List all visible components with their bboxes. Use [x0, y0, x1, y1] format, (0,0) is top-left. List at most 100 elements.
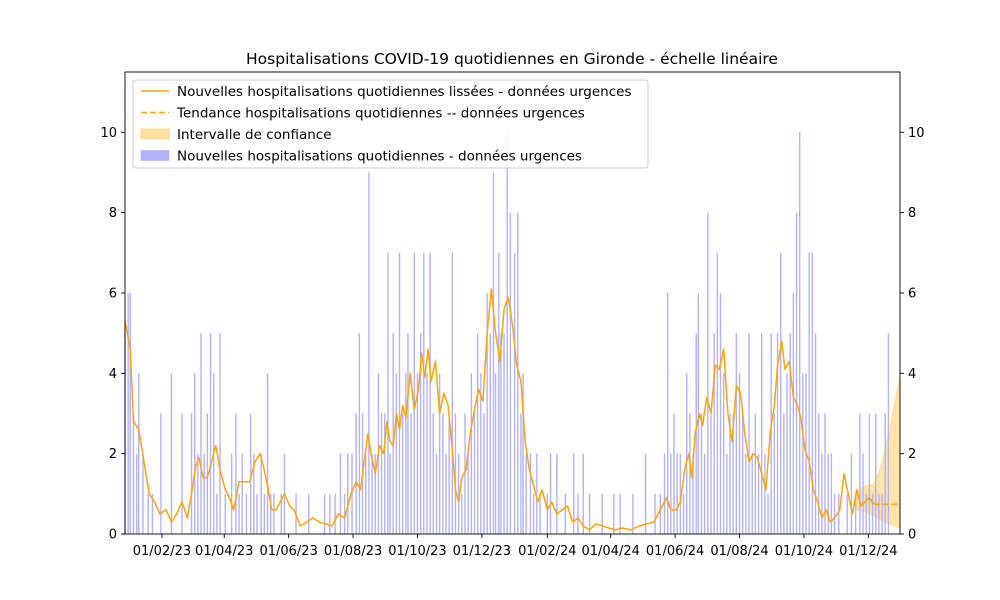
- bar: [407, 333, 409, 534]
- y-tick-label-right: 2: [908, 447, 916, 462]
- bar: [464, 413, 466, 534]
- y-tick-label: 4: [109, 367, 117, 382]
- bar: [132, 413, 135, 534]
- x-tick-label: 01/04/23: [195, 544, 253, 559]
- bar: [197, 453, 199, 534]
- bar: [770, 333, 772, 534]
- bar: [355, 413, 357, 534]
- y-tick-label-right: 6: [908, 286, 916, 301]
- bar: [741, 413, 744, 534]
- x-tick-label: 01/10/23: [388, 544, 446, 559]
- bar: [582, 453, 584, 534]
- bar: [838, 493, 840, 534]
- bar: [588, 493, 591, 534]
- axes-layer: 0 0 2 2 4 4 6 6 8 8 10 10 01/02/23 01/04/23 01/06/23 01…: [100, 71, 925, 559]
- bar: [230, 453, 233, 534]
- smoothed-line: [124, 288, 875, 531]
- bar: [135, 453, 138, 534]
- bar: [224, 493, 227, 534]
- bar: [824, 413, 826, 534]
- bar: [850, 453, 853, 534]
- bar: [494, 373, 497, 534]
- bar: [368, 172, 370, 534]
- bar: [556, 453, 558, 534]
- bar: [498, 252, 500, 534]
- bar: [732, 413, 734, 534]
- bar: [473, 413, 476, 534]
- bar: [260, 453, 262, 534]
- bar: [256, 493, 258, 534]
- plot-frame: [124, 71, 901, 535]
- y-tick-label-right: 10: [908, 126, 925, 141]
- bar: [401, 413, 404, 534]
- bar: [413, 252, 416, 534]
- bar: [673, 413, 675, 534]
- bar: [577, 493, 579, 534]
- legend: Nouvelles hospitalisations quotidiennes …: [132, 79, 649, 169]
- bar: [398, 252, 401, 534]
- bar: [601, 493, 603, 534]
- y-tick-label: 2: [109, 447, 117, 462]
- bar: [365, 453, 367, 534]
- y-tick-label: 8: [109, 206, 117, 221]
- bar: [419, 333, 422, 534]
- bar: [670, 453, 672, 534]
- bar: [808, 252, 810, 534]
- bar: [351, 453, 353, 534]
- bar: [814, 333, 817, 534]
- y-tick-label: 6: [109, 286, 117, 301]
- bar: [374, 453, 376, 534]
- bar: [871, 493, 874, 534]
- y-tick-label: 0: [109, 528, 117, 543]
- bar: [470, 373, 473, 534]
- bar: [821, 453, 823, 534]
- x-tick-label: 01/10/24: [775, 544, 833, 559]
- bar: [859, 413, 861, 534]
- bar: [513, 252, 516, 534]
- bar: [713, 333, 715, 534]
- bar: [529, 453, 532, 534]
- bar: [738, 373, 741, 534]
- bar: [522, 373, 524, 534]
- x-tick-label: 01/12/23: [453, 544, 511, 559]
- bar: [503, 333, 505, 534]
- bar: [127, 292, 129, 534]
- bar: [517, 212, 519, 535]
- bar: [451, 252, 454, 534]
- bar: [457, 453, 460, 534]
- bar: [549, 453, 552, 534]
- bar: [520, 413, 522, 534]
- bar: [654, 493, 656, 534]
- bar: [461, 493, 463, 534]
- bar: [387, 252, 389, 534]
- bar: [833, 493, 836, 534]
- bar: [506, 132, 508, 534]
- bar: [181, 413, 183, 534]
- bar: [219, 333, 221, 534]
- bar: [151, 493, 154, 534]
- bar: [619, 493, 621, 534]
- bar: [659, 493, 662, 534]
- bar: [875, 413, 877, 534]
- bar: [679, 453, 682, 534]
- bar: [235, 413, 237, 534]
- bar: [238, 493, 240, 534]
- bar: [323, 493, 326, 534]
- bar: [266, 373, 269, 534]
- bar: [884, 413, 886, 534]
- bar: [170, 373, 173, 534]
- bar: [716, 252, 719, 534]
- bar: [697, 292, 700, 534]
- bar: [216, 493, 218, 534]
- x-tick-label: 01/12/24: [839, 544, 897, 559]
- bar: [129, 292, 131, 534]
- y-tick-label: 10: [100, 126, 117, 141]
- bar: [760, 333, 763, 534]
- bar: [253, 453, 255, 534]
- bar: [160, 413, 162, 534]
- bar: [830, 453, 833, 534]
- bar: [206, 413, 209, 534]
- bar: [818, 413, 820, 534]
